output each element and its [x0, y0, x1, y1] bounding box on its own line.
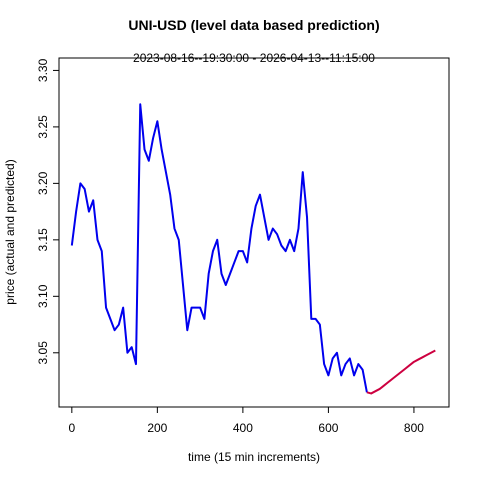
x-tick-label: 0: [68, 421, 75, 435]
y-tick-label: 3.10: [36, 284, 50, 308]
y-tick-label: 3.05: [36, 341, 50, 365]
y-tick-label: 3.30: [36, 58, 50, 82]
line-series: [70, 103, 368, 393]
x-tick-label: 400: [233, 421, 253, 435]
y-tick-label: 3.25: [36, 115, 50, 139]
y-tick-label: 3.20: [36, 171, 50, 195]
y-tick-label: 3.15: [36, 228, 50, 252]
chart-title: UNI-USD (level data based prediction): [128, 17, 379, 33]
plot-frame: [58, 57, 450, 408]
line-series: [366, 349, 436, 395]
x-tick-label: 600: [318, 421, 338, 435]
x-tick-label: 800: [404, 421, 424, 435]
x-tick-label: 200: [147, 421, 167, 435]
x-axis-label: time (15 min increments): [188, 450, 320, 464]
y-axis-label: price (actual and predicted): [3, 159, 17, 304]
